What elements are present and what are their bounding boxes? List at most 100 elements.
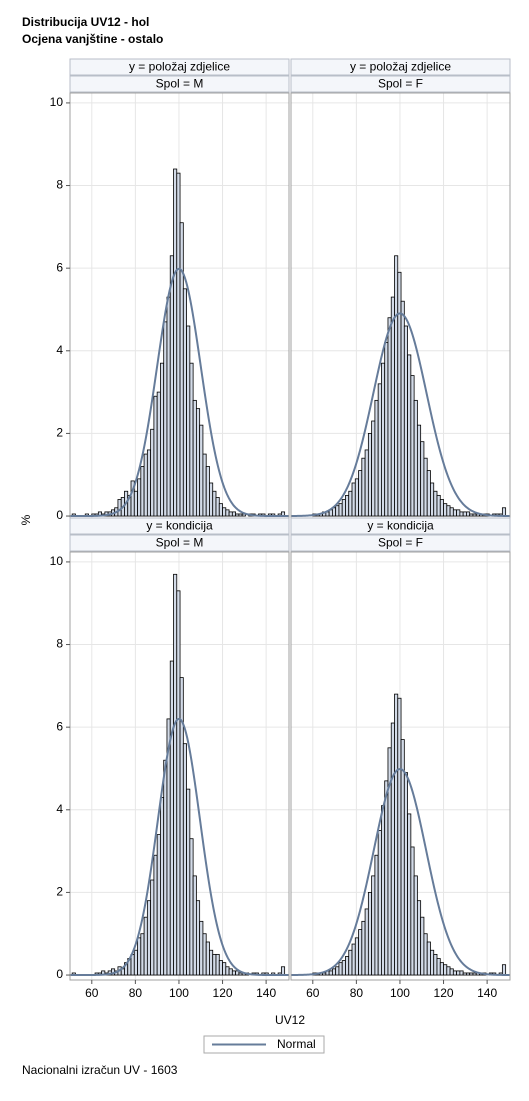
y-tick-label: 6 (56, 719, 63, 733)
y-axis-label: % (19, 514, 33, 525)
histogram-bar (338, 503, 343, 517)
histogram-bar (238, 972, 243, 976)
histogram-bar (501, 507, 507, 517)
histogram-bar (364, 449, 369, 517)
histogram-bar (218, 503, 223, 517)
histogram-bar (133, 490, 138, 517)
y-tick-label: 10 (50, 554, 64, 568)
histogram-bar (436, 958, 441, 976)
histogram-bar (332, 507, 337, 517)
histogram-bar (205, 466, 210, 517)
normal-curve (70, 267, 289, 518)
histogram-bar (199, 424, 204, 517)
x-tick-label: 140 (256, 986, 276, 1000)
y-tick-label: 4 (56, 802, 63, 816)
y-tick-label: 10 (50, 95, 64, 109)
y-tick-label: 8 (56, 637, 63, 651)
histogram-bar (446, 505, 451, 517)
x-tick-label: 60 (85, 986, 99, 1000)
histogram-bar (423, 457, 428, 517)
y-tick-label: 8 (56, 178, 63, 192)
histogram-bar (280, 966, 286, 976)
histogram-bar (462, 972, 467, 976)
histogram-bar (231, 511, 237, 517)
histogram-bar (354, 937, 359, 976)
histogram-bar (407, 354, 412, 517)
histogram-bar (195, 408, 201, 517)
histogram-bar (403, 325, 408, 517)
histogram-bar (400, 739, 405, 976)
histogram-bar (235, 513, 240, 517)
panel-header (290, 58, 511, 76)
histogram-bar (456, 970, 461, 976)
x-tick-label: 80 (350, 986, 364, 1000)
histogram-bar (169, 255, 174, 517)
col-header-label: Spol = F (378, 536, 423, 550)
histogram-bar (469, 513, 474, 517)
histogram-bar (351, 482, 356, 517)
histogram-bar (186, 325, 191, 517)
histogram-bar (225, 509, 230, 517)
histogram-bar (137, 478, 142, 517)
histogram-bar (156, 391, 161, 517)
histogram-bar (222, 962, 227, 976)
x-tick-label: 120 (434, 986, 454, 1000)
histogram-bar (192, 399, 197, 517)
histogram-bar (150, 428, 155, 517)
histogram-bar (377, 830, 382, 976)
histogram-bar (459, 970, 464, 976)
panel-header (69, 534, 290, 552)
histogram-bar (371, 875, 376, 976)
histogram-bar (501, 964, 507, 976)
histogram-bar (176, 172, 181, 517)
panel-header (69, 517, 290, 535)
panel-header (290, 517, 511, 535)
histogram-bar (202, 933, 207, 976)
histogram-bar (439, 962, 444, 976)
normal-curve (70, 717, 289, 977)
histogram-bar (212, 953, 217, 976)
histogram-bar (367, 892, 373, 976)
row-header-label: y = kondicija (367, 519, 434, 533)
histogram-bar (186, 788, 191, 976)
histogram-bar (166, 296, 171, 517)
histogram-bar (390, 296, 395, 517)
histogram-bar (143, 916, 148, 976)
histogram-bar (348, 490, 353, 517)
histogram-bar (140, 933, 145, 976)
histogram-bar (231, 970, 237, 976)
histogram-bar (469, 972, 474, 976)
histogram-bar (228, 968, 233, 976)
histogram-bar (153, 854, 158, 976)
y-tick-label: 4 (56, 343, 63, 357)
histogram-bar (420, 916, 425, 976)
histogram-bar (439, 499, 444, 517)
histogram-bar (173, 573, 178, 976)
panel-header (69, 58, 290, 76)
histogram-bar (358, 929, 363, 976)
x-tick-label: 80 (129, 986, 143, 1000)
chart-title: Distribucija UV12 - hol (22, 15, 149, 29)
histogram-bar (235, 970, 240, 976)
histogram-bar (228, 511, 233, 517)
normal-curve (290, 768, 510, 977)
legend-label: Normal (277, 1037, 316, 1051)
row-header-label: y = položaj zdjelice (350, 60, 451, 74)
x-tick-label: 60 (306, 986, 320, 1000)
histogram-bar (341, 960, 346, 976)
histogram-bar (459, 511, 464, 517)
histogram-bar (443, 964, 448, 976)
histogram-bar (449, 507, 454, 517)
histogram-bar (192, 875, 197, 976)
histogram-bar (367, 433, 373, 517)
histogram-bar (351, 943, 356, 976)
panel-header (290, 75, 511, 93)
x-tick-label: 100 (169, 986, 189, 1000)
histogram-bar (413, 875, 418, 976)
histogram-bar (133, 949, 138, 976)
histogram-bar (426, 941, 431, 976)
histogram-bar (169, 660, 174, 976)
histogram-bar (466, 511, 471, 517)
histogram-bar (394, 255, 399, 517)
histogram-bar (354, 478, 359, 517)
